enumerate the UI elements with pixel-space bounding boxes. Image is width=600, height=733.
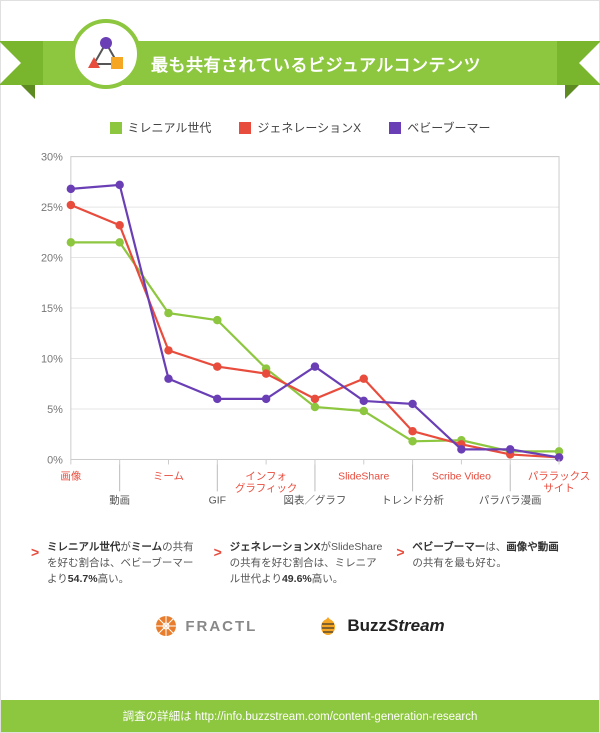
data-point	[116, 181, 123, 188]
x-axis-label: インフォ	[245, 471, 286, 482]
fractl-icon	[155, 615, 177, 637]
svg-text:5%: 5%	[47, 404, 63, 416]
svg-text:25%: 25%	[41, 202, 63, 214]
fractl-label: FRACTL	[185, 618, 257, 635]
x-axis-label: SlideShare	[338, 471, 389, 482]
data-point	[214, 363, 221, 370]
svg-text:10%: 10%	[41, 353, 63, 365]
callouts-row: >ミレニアル世代がミームの共有を好む割合は、ベビーブーマーより54.7%高い。>…	[31, 540, 569, 587]
x-axis-label: Scribe Video	[432, 471, 491, 482]
data-point	[263, 370, 270, 377]
chart-legend: ミレニアル世代 ジェネレーションX ベビーブーマー	[1, 119, 599, 136]
x-axis-label: グラフィック	[235, 481, 298, 494]
data-point	[360, 397, 367, 404]
data-point	[67, 185, 74, 192]
callout-text: ベビーブーマーは、画像や動画の共有を最も好む。	[412, 541, 558, 569]
callout: > ジェネレーションXがSlideShareの共有を好む割合は、ミレニアル世代より…	[214, 540, 387, 587]
data-point	[263, 395, 270, 402]
data-point	[360, 408, 367, 415]
data-point	[67, 239, 74, 246]
legend-label: ベビーブーマー	[407, 119, 490, 136]
logos-row: FRACTL BuzzStream	[1, 615, 599, 637]
callout: > ミレニアル世代がミームの共有を好む割合は、ベビーブーマーより54.7%高い。	[31, 540, 204, 587]
chart-svg: 0%5%10%15%20%25%30%画像動画ミームGIFインフォグラフィック図…	[31, 150, 569, 480]
footer-prefix: 調査の詳細は	[123, 711, 195, 723]
footer: 調査の詳細は http://info.buzzstream.com/conten…	[1, 700, 599, 732]
data-point	[409, 438, 416, 445]
data-point	[214, 395, 221, 402]
buzzstream-label: BuzzStream	[347, 616, 444, 636]
line-chart: 0%5%10%15%20%25%30%画像動画ミームGIFインフォグラフィック図…	[31, 150, 569, 480]
header-ribbon: 最も共有されているビジュアルコンテンツ	[1, 31, 599, 91]
callout: > ベビーブーマーは、画像や動画の共有を最も好む。	[396, 540, 569, 587]
ribbon-fold-left	[21, 85, 35, 99]
footer-url: http://info.buzzstream.com/content-gener…	[195, 711, 478, 723]
legend-item: ミレニアル世代	[110, 119, 212, 136]
data-point	[165, 310, 172, 317]
data-point	[165, 347, 172, 354]
data-point	[409, 428, 416, 435]
x-axis-label: GIF	[209, 495, 226, 506]
x-axis-label: 図表／グラフ	[284, 493, 347, 506]
x-axis-label: サイト	[543, 482, 574, 494]
legend-item: ベビーブーマー	[389, 119, 490, 136]
data-point	[116, 222, 123, 229]
series-line	[71, 205, 559, 457]
series-line	[71, 185, 559, 458]
data-point	[507, 446, 514, 453]
legend-item: ジェネレーションX	[239, 119, 361, 136]
page-title: 最も共有されているビジュアルコンテンツ	[151, 51, 481, 76]
legend-swatch	[239, 122, 251, 134]
data-point	[458, 446, 465, 453]
legend-swatch	[389, 122, 401, 134]
data-point	[311, 403, 318, 410]
data-point	[67, 202, 74, 209]
data-point	[214, 317, 221, 324]
x-axis-label: パラパラ漫画	[479, 493, 542, 506]
x-axis-label: トレンド分析	[381, 493, 444, 506]
data-point	[165, 375, 172, 382]
svg-text:0%: 0%	[47, 454, 63, 466]
callout-text: ミレニアル世代がミームの共有を好む割合は、ベビーブーマーより54.7%高い。	[47, 541, 194, 585]
x-axis-label: ミーム	[153, 470, 184, 482]
legend-label: ジェネレーションX	[257, 119, 361, 136]
data-point	[311, 363, 318, 370]
x-axis-label: パララックス	[528, 470, 590, 482]
header-badge	[71, 19, 141, 89]
data-point	[311, 395, 318, 402]
svg-text:20%: 20%	[41, 253, 63, 265]
callout-text: ジェネレーションXがSlideShareの共有を好む割合は、ミレニアル世代より4…	[230, 541, 383, 585]
chevron-right-icon: >	[214, 542, 222, 563]
infographic-container: 最も共有されているビジュアルコンテンツ ミレニアル世代 ジェネレーションX ベビーブ…	[0, 0, 600, 733]
legend-label: ミレニアル世代	[128, 119, 212, 136]
buzzstream-logo: BuzzStream	[317, 615, 444, 637]
svg-text:30%: 30%	[41, 152, 63, 164]
series-line	[71, 242, 559, 451]
data-point	[360, 375, 367, 382]
chevron-right-icon: >	[396, 542, 404, 563]
data-point	[116, 239, 123, 246]
chevron-right-icon: >	[31, 542, 39, 563]
legend-swatch	[110, 122, 122, 134]
svg-text:15%: 15%	[41, 303, 63, 315]
x-axis-label: 画像	[60, 470, 81, 482]
x-axis-label: 動画	[109, 493, 130, 506]
data-point	[409, 400, 416, 407]
ribbon-fold-right	[565, 85, 579, 99]
buzzstream-icon	[317, 615, 339, 637]
share-network-icon	[86, 34, 126, 74]
fractl-logo: FRACTL	[155, 615, 257, 637]
